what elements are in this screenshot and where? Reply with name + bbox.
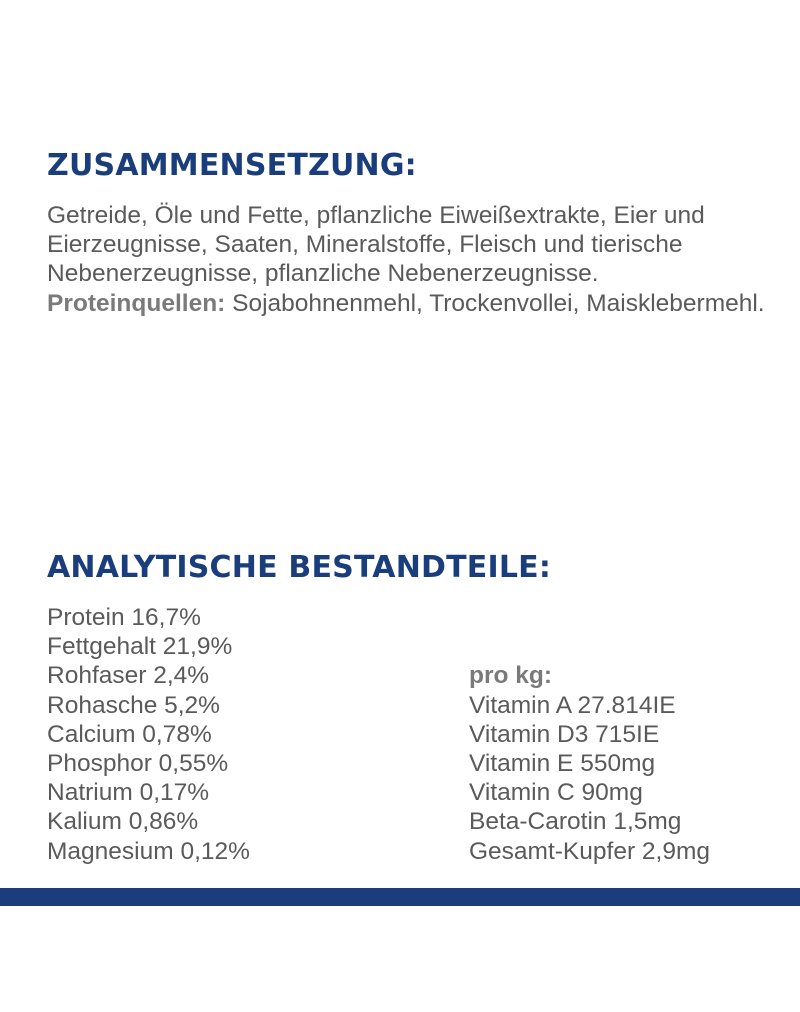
analytic-item-vitamin-a: Vitamin A 27.814IE	[469, 691, 676, 719]
analytic-item-sodium: Natrium 0,17%	[47, 779, 210, 807]
footer-bar	[0, 888, 800, 906]
analytic-right-list: pro kg: Vitamin A 27.814IE Vitamin D3 71…	[469, 661, 710, 865]
analytic-item-protein: Protein 16,7%	[47, 604, 201, 631]
per-kg-label: pro kg:	[469, 662, 553, 690]
analytic-item-vitamin-e: Vitamin E 550mg	[469, 750, 656, 777]
analytic-heading: ANALYTISCHE BESTANDTEILE:	[47, 550, 552, 585]
ingredients-text: Getreide, Öle und Fette, pflanzliche Eiw…	[47, 202, 705, 288]
composition-heading: ZUSAMMENSETZUNG:	[47, 148, 417, 183]
composition-text: Getreide, Öle und Fette, pflanzliche Eiw…	[47, 201, 777, 318]
analytic-item-calcium: Calcium 0,78%	[47, 720, 212, 748]
protein-sources-label: Proteinquellen:	[47, 289, 226, 317]
analytic-item-ash: Rohasche 5,2%	[47, 691, 220, 719]
analytic-item-potassium: Kalium 0,86%	[47, 808, 199, 836]
analytic-item-phosphorus: Phosphor 0,55%	[47, 750, 229, 778]
analytic-item-fat: Fettgehalt 21,9%	[47, 633, 233, 661]
analytic-left-list: Protein 16,7% Fettgehalt 21,9% Rohfaser …	[47, 603, 250, 866]
analytic-item-beta-carotene: Beta-Carotin 1,5mg	[469, 808, 682, 836]
analytic-item-vitamin-d3: Vitamin D3 715IE	[469, 720, 660, 748]
analytic-item-vitamin-c: Vitamin C 90mg	[469, 779, 643, 807]
analytic-item-copper: Gesamt-Kupfer 2,9mg	[469, 837, 711, 865]
analytic-item-fiber: Rohfaser 2,4%	[47, 662, 210, 690]
analytic-item-magnesium: Magnesium 0,12%	[47, 837, 250, 865]
protein-sources-text: Sojabohnenmehl, Trockenvollei, Maisklebe…	[232, 289, 765, 317]
